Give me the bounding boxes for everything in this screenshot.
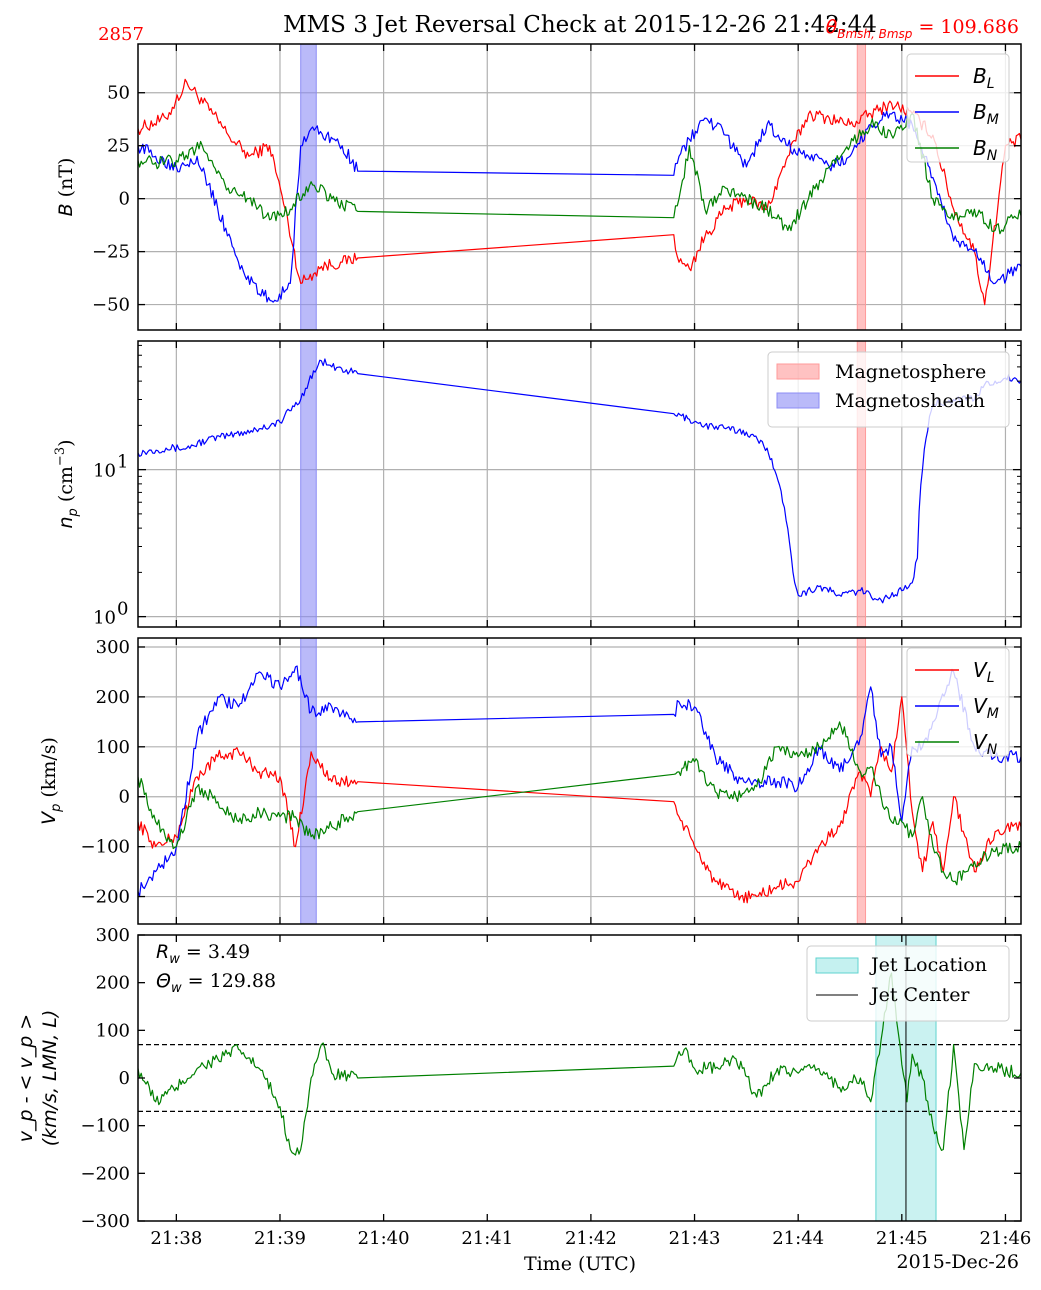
y-tick-exponent: 0	[117, 599, 128, 620]
series-line-v-m	[138, 665, 1021, 897]
y-tick-label: −100	[81, 1116, 130, 1137]
x-tick-label: 21:46	[980, 1228, 1032, 1249]
annotation-theta-w: Θw = 129.88	[156, 970, 276, 996]
y-tick-label: 10	[93, 608, 116, 629]
y-tick-label: 50	[107, 83, 130, 104]
annotation-rw: Rw = 3.49	[156, 941, 250, 967]
x-tick-label: 21:44	[772, 1228, 824, 1249]
magnetosheath-band	[300, 43, 317, 331]
legend-box	[767, 351, 1010, 428]
x-axis-label: Time (UTC)	[524, 1253, 636, 1275]
y-tick-label: 0	[119, 1068, 130, 1089]
legend-label: BL	[973, 64, 995, 92]
density-panel: 10 110 0np (cm−3)MagnetosphereMagnetosheat…	[53, 340, 1022, 629]
y-tick-label: 200	[96, 973, 130, 994]
axes-frame	[137, 43, 1022, 331]
legend-swatch-jet-location	[815, 957, 859, 974]
series-line-v-n	[138, 721, 1021, 886]
series-line-b-m	[138, 110, 1021, 303]
x-tick-label: 21:43	[669, 1228, 721, 1249]
y-tick-label: 0	[119, 787, 130, 808]
legend-swatch	[776, 363, 820, 380]
y-tick-label: −100	[81, 837, 130, 858]
corner-annotation-left: 2857	[98, 24, 144, 45]
x-tick-labels: 21:38 21:39 21:40 21:41 21:42 21:43 21:44 21:45…	[150, 1228, 1031, 1249]
x-tick-label: 21:40	[358, 1228, 410, 1249]
y-axis-label: np (cm−3)	[53, 439, 81, 528]
y-tick-label: 25	[107, 136, 130, 157]
x-tick-label: 21:38	[150, 1228, 202, 1249]
axes-frame	[137, 637, 1022, 925]
legend-box	[906, 647, 1010, 757]
y-axis-label: Vp (km/s)	[38, 737, 64, 825]
y-tick-label: 100	[96, 737, 130, 758]
y-tick-label: −50	[92, 295, 130, 316]
legend-label: VL	[973, 658, 995, 686]
legend-label: BN	[973, 136, 998, 164]
series-group	[138, 358, 1021, 604]
y-tick-exponent: 1	[117, 452, 128, 473]
y-tick-label: −25	[92, 242, 130, 263]
y-axis-label-line2: (km/s, LMN, L)	[39, 1010, 61, 1147]
x-tick-label: 21:39	[254, 1228, 306, 1249]
legend-box	[906, 53, 1010, 163]
legend-swatch	[776, 392, 820, 409]
legend-label: VN	[973, 730, 998, 758]
x-tick-label: 21:41	[461, 1228, 513, 1249]
magnetosheath-band	[300, 637, 317, 925]
legend-label: Magnetosheath	[835, 390, 985, 412]
y-tick-label: −200	[81, 887, 130, 908]
series-group	[138, 78, 1021, 306]
legend-label: Jet Center	[869, 984, 970, 1006]
legend-label: BM	[973, 100, 999, 128]
y-tick-label: 10	[93, 461, 116, 482]
magnetosphere-band	[856, 43, 867, 331]
y-tick-label: −200	[81, 1163, 130, 1184]
series-line-n-p	[138, 358, 1021, 604]
b-field-panel: 50 25 0 −25 −50 B (nT) BL BM BN	[55, 43, 1022, 331]
date-label: 2015-Dec-26	[897, 1251, 1020, 1273]
magnetosphere-band	[856, 637, 867, 925]
y-axis-label: B (nT)	[55, 158, 77, 217]
series-line-residual	[138, 972, 1021, 1156]
series-line-b-n	[138, 113, 1021, 235]
series-line-v-l	[138, 696, 1021, 904]
x-tick-label: 21:45	[876, 1228, 928, 1249]
velocity-panel: 300 200 100 0 −100 −200 Vp (km/s) VL VM VN	[38, 637, 1022, 925]
jet-residual-panel: 300 200 100 0 −100 −200 −300 v_p - < v_p > (km/s…	[15, 925, 1022, 1232]
corner-annotation-right: θBmsh, Bmsp = 109.686	[826, 16, 1019, 41]
y-tick-label: 300	[96, 637, 130, 658]
legend-label: VM	[973, 694, 999, 722]
series-line-b-l	[138, 78, 1021, 306]
y-tick-label: 200	[96, 687, 130, 708]
legend-label: Magnetosphere	[835, 361, 986, 383]
y-tick-label: 300	[96, 925, 130, 946]
legend-label: Jet Location	[869, 954, 987, 976]
y-tick-label: −300	[81, 1211, 130, 1232]
y-tick-label: 0	[119, 189, 130, 210]
y-tick-label: 100	[96, 1020, 130, 1041]
y-axis-label-line1: v_p - < v_p >	[15, 1014, 37, 1142]
series-group	[138, 665, 1021, 904]
series-group	[138, 972, 1021, 1156]
x-tick-label: 21:42	[565, 1228, 617, 1249]
chart-title: MMS 3 Jet Reversal Check at 2015-12-26 2…	[283, 12, 877, 38]
